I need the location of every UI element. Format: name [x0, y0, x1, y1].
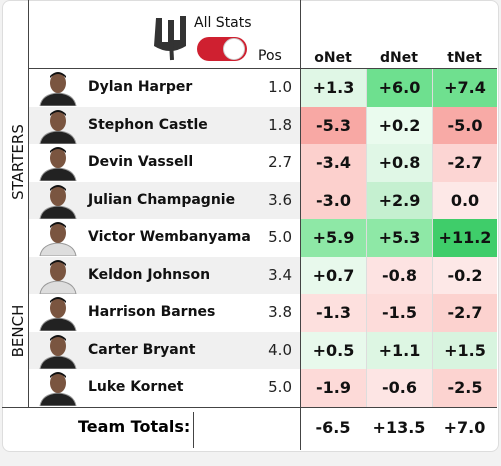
- net-value: +1.3: [300, 69, 366, 107]
- net-value: -2.7: [432, 144, 497, 182]
- net-value: +1.1: [366, 331, 432, 369]
- position-value: 2.7: [268, 153, 292, 171]
- total-value: -6.5: [315, 417, 351, 437]
- net-value: +5.3: [366, 219, 432, 257]
- player-photo: [34, 295, 82, 332]
- position-value: 5.0: [268, 378, 292, 396]
- player-silhouette: [39, 297, 77, 332]
- player-silhouette: [39, 147, 77, 182]
- player-photo: [34, 333, 82, 369]
- player-silhouette: [39, 334, 77, 369]
- group-label: STARTERS: [9, 123, 27, 200]
- position-value: 1.8: [268, 115, 292, 134]
- net-value: -2.7: [432, 294, 497, 332]
- position-value: 3.6: [268, 190, 292, 209]
- player-name: Dylan Harper: [88, 79, 193, 95]
- net-value: +6.0: [366, 69, 432, 107]
- net-value: +0.7: [300, 256, 366, 294]
- net-value: -2.5: [432, 369, 497, 407]
- player-photo: [34, 370, 82, 407]
- player-photo: [34, 70, 82, 107]
- player-silhouette: [39, 109, 77, 144]
- net-value: +0.2: [366, 106, 432, 144]
- net-value: -0.8: [366, 256, 432, 294]
- group-label: BENCH: [9, 304, 27, 357]
- player-photo: [34, 220, 82, 257]
- position-value: 3.4: [268, 265, 292, 284]
- totals-label: Team Totals:: [78, 416, 191, 436]
- net-value: -3.0: [300, 181, 366, 219]
- player-name: Victor Wembanyama: [88, 229, 251, 245]
- net-value: +11.2: [432, 219, 497, 257]
- net-value: -3.4: [300, 144, 366, 182]
- net-value: +2.9: [366, 181, 432, 219]
- group-divider: [2, 406, 497, 408]
- player-silhouette: [39, 222, 77, 257]
- net-value: +5.9: [300, 219, 366, 257]
- player-silhouette: [39, 259, 77, 294]
- table-left-border: [28, 0, 29, 407]
- player-photo: [34, 183, 82, 219]
- net-value: -1.5: [366, 294, 432, 332]
- net-value: -5.0: [432, 106, 497, 144]
- header-divider: [29, 68, 497, 69]
- net-value: -1.9: [300, 369, 366, 407]
- net-value: -0.6: [366, 369, 432, 407]
- team-logo: [154, 16, 186, 61]
- toggle-label: All Stats: [194, 15, 252, 31]
- position-value: 4.0: [268, 340, 292, 359]
- player-name: Keldon Johnson: [88, 266, 211, 283]
- player-name: Stephon Castle: [88, 116, 208, 133]
- total-value: +13.5: [372, 417, 426, 437]
- column-header: dNet: [380, 50, 418, 66]
- player-photo: [34, 108, 82, 144]
- net-value: -5.3: [300, 106, 366, 144]
- player-silhouette: [39, 184, 77, 219]
- player-name: Luke Kornet: [88, 379, 184, 395]
- player-silhouette: [39, 72, 77, 107]
- position-value: 5.0: [268, 228, 292, 246]
- net-value: -1.3: [300, 294, 366, 332]
- total-value: +7.0: [443, 417, 486, 437]
- position-value: 3.8: [268, 303, 292, 321]
- pos-header: Pos: [258, 48, 282, 64]
- net-value: +1.5: [432, 331, 497, 369]
- column-header: oNet: [314, 50, 352, 66]
- player-name: Carter Bryant: [88, 341, 196, 358]
- stats-toggle[interactable]: [197, 37, 247, 61]
- stats-divider: [300, 0, 301, 450]
- player-silhouette: [39, 372, 77, 407]
- totals-divider: [193, 411, 194, 448]
- player-photo: [34, 258, 82, 294]
- player-photo: [34, 145, 82, 182]
- net-value: +7.4: [432, 69, 497, 107]
- player-name: Julian Champagnie: [88, 191, 236, 208]
- net-value: +0.8: [366, 144, 432, 182]
- toggle-knob: [223, 38, 245, 60]
- net-value: -0.2: [432, 256, 497, 294]
- column-header: tNet: [447, 50, 482, 66]
- position-value: 1.0: [268, 78, 292, 96]
- player-name: Devin Vassell: [88, 154, 194, 170]
- net-value: 0.0: [432, 181, 497, 219]
- player-name: Harrison Barnes: [88, 304, 216, 320]
- net-value: +0.5: [300, 331, 366, 369]
